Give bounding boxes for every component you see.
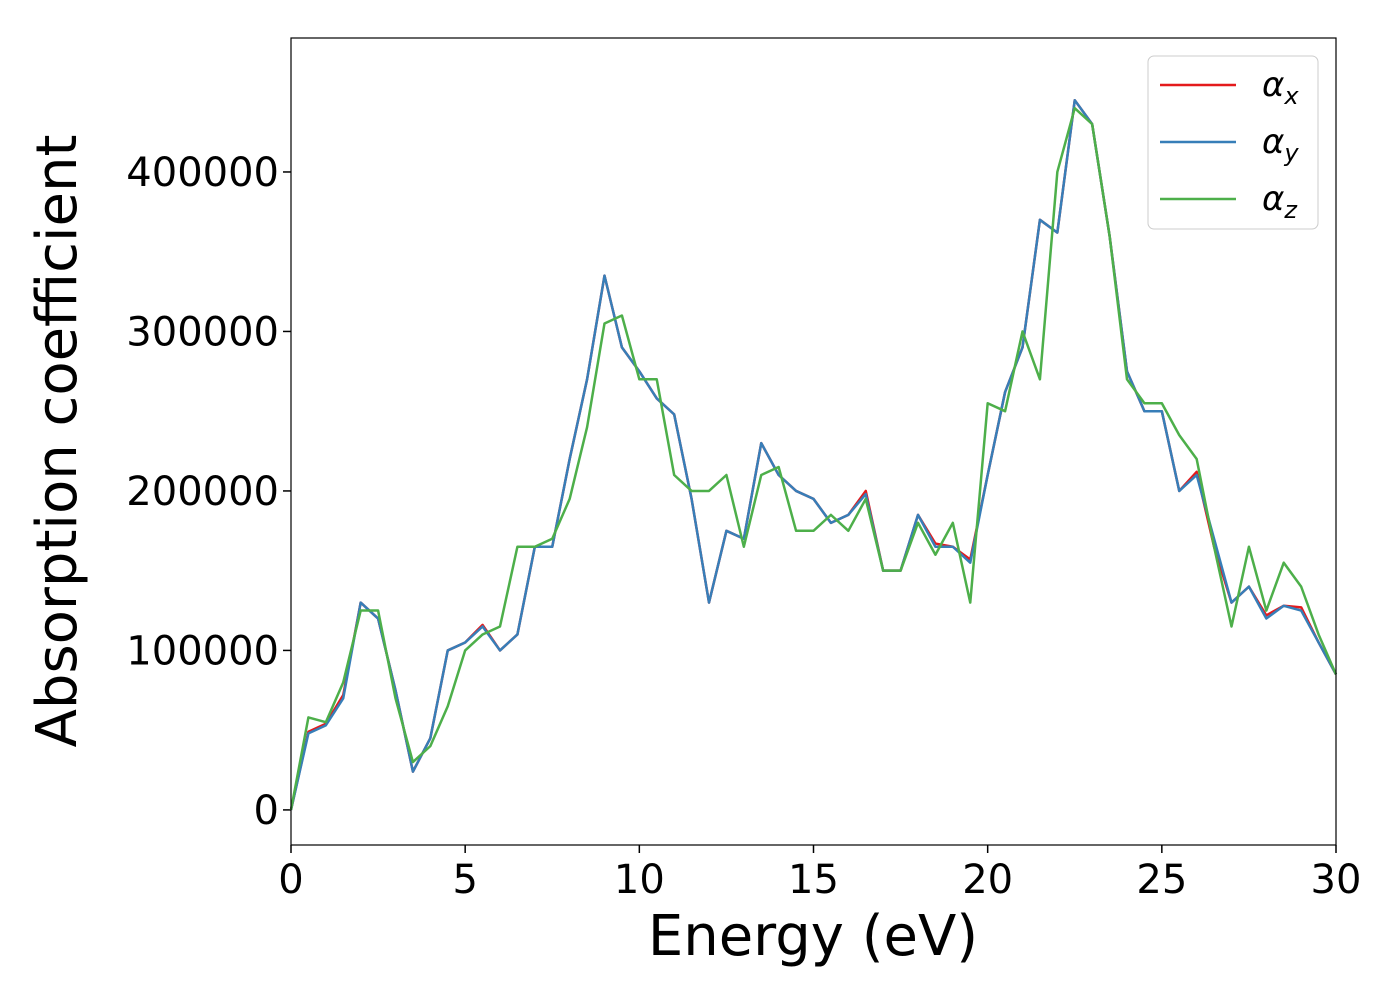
plot-frame [290, 37, 1337, 846]
x-tick-label: 5 [452, 857, 477, 903]
y-tick-label: 400000 [126, 150, 279, 196]
x-tick-label: 10 [614, 857, 665, 903]
x-tick-label: 30 [1311, 857, 1362, 903]
x-tick-label: 20 [962, 857, 1013, 903]
x-tick-label: 0 [278, 857, 303, 903]
y-tick-label: 300000 [126, 309, 279, 355]
y-tick-label: 200000 [126, 469, 279, 515]
legend-label: αx [1262, 65, 1299, 110]
y-axis-label: Absorption coefficient [25, 135, 90, 748]
x-tick-label: 25 [1136, 857, 1187, 903]
series-line [289, 98, 1338, 811]
y-tick-label: 0 [254, 788, 279, 834]
x-axis-label: Energy (eV) [648, 904, 978, 969]
y-tick-label: 100000 [126, 628, 279, 674]
legend-label: αz [1262, 179, 1298, 224]
series-line [289, 106, 1338, 811]
legend-label: αy [1262, 122, 1299, 167]
x-tick-label: 15 [788, 857, 839, 903]
